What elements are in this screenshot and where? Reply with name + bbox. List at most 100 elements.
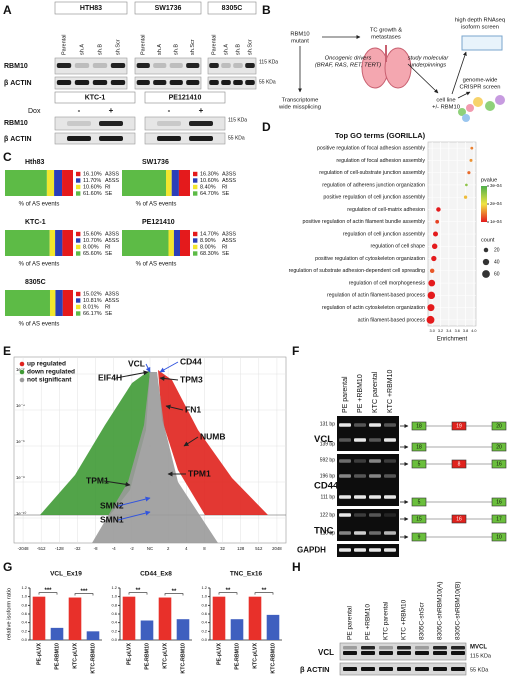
value-label: 10.70% [83,238,102,244]
bar-segment [178,170,190,196]
x-tick-label: PE-RBM10 [144,643,150,670]
bar-segment [122,230,169,256]
blot-header [134,1,202,15]
value-label: 66.17% [83,311,102,317]
gene-label: TPM1 [188,468,211,478]
lane-label: 8305C-shRBM10(B) [455,581,462,640]
gene-label: FN1 [185,404,201,414]
diagram-node: wide missplicing [278,105,321,111]
gene-label: VCL [128,358,145,368]
row-label: β ACTIN [4,136,32,143]
exon [411,497,427,507]
row-label: RBM10 [4,120,28,127]
diagram-node: high depth RNAseq [455,18,505,24]
y-tick-label: 0.0 [111,637,117,642]
exon-label: 9 [418,535,421,541]
cell-line: SW1736 [155,5,182,12]
exon-label: 16 [456,517,462,523]
gel-band [384,495,396,499]
x-tick-label: -512 [37,546,46,551]
exon [491,497,507,507]
legend-label: not significant [27,377,72,384]
band [56,63,72,68]
bar [212,596,226,640]
bar-segment [49,230,56,256]
exon [451,421,467,431]
legend-label: A5SS [222,178,236,184]
blot [134,76,202,90]
lane-label: + [199,106,204,115]
exon [451,459,467,469]
size-marker: 55 KDa [259,79,276,85]
panel-letter: A [3,3,12,17]
band [110,63,126,68]
bar-segment [179,230,190,256]
y-tick-label: 0.0 [21,637,27,642]
diagram-node: CRISPR screen [460,85,501,91]
cell-illustration [458,35,505,122]
legend-size [482,270,490,278]
band [343,667,357,671]
x-tick-label: -2 [130,546,134,551]
bar-segment [55,290,63,316]
gel-band [369,513,381,517]
bar [122,596,136,640]
legend-label: SE [105,251,113,257]
band [451,667,465,671]
y-tick-label: 1e⁻² [16,367,25,372]
band [451,651,465,655]
bar-segment [165,170,172,196]
y-tick-label: 1.0 [111,594,117,599]
bar [230,619,244,640]
axis-label: % of AS events [136,202,177,208]
legend-label: RI [105,304,111,310]
band [209,63,219,68]
bar [68,597,82,640]
chart-title: PE121410 [142,219,175,226]
gene-label: TPM1 [86,475,109,485]
lane-label: sh.B [174,44,180,55]
term-label: positive regulation of cell junction ass… [323,195,425,201]
axis-label: % of AS events [19,322,60,328]
significance-label: ** [226,588,231,594]
legend-label: SE [222,191,230,197]
band [415,667,429,671]
arrow [407,63,439,94]
band [67,121,91,126]
legend-label: A3SS [105,231,119,237]
legend-label: SE [222,251,230,257]
color-scale [481,186,487,222]
panel-letter: G [3,560,12,574]
bar-segment [62,290,73,316]
diagram-node: cell line [436,98,455,104]
gel-band [354,495,366,499]
band [99,121,123,126]
gel-band [354,459,366,463]
exon-label: 19 [456,424,462,430]
value-label: 10.81% [83,298,102,304]
dot [427,291,436,300]
value-label: 8.40% [200,184,216,190]
legend-label: A5SS [105,178,119,184]
bar-segment [54,170,63,196]
y-tick-label: 0.0 [201,637,207,642]
diagram-node: mutant [291,39,309,45]
diagram-node: study molecular [408,56,450,62]
significance-bracket [218,592,238,595]
diagram-node: metastases [371,35,401,41]
lane-label: 8305C-shRBM10(A) [437,581,444,640]
legend-swatch [76,191,81,196]
term-label: regulation of focal adhesion assembly [336,158,425,164]
legend-swatch [76,171,81,177]
dot [427,304,435,312]
y-tick-label: 1.2 [111,585,117,590]
size-label: 131 bp [320,421,336,427]
legend-swatch [76,178,81,183]
exon [411,459,427,469]
term-label: regulation of actin filament-based proce… [327,293,425,299]
axis-label: % of AS events [19,202,60,208]
gel-band [339,531,351,535]
band [169,63,183,68]
gene-arrow [117,496,151,507]
dot [435,219,440,224]
